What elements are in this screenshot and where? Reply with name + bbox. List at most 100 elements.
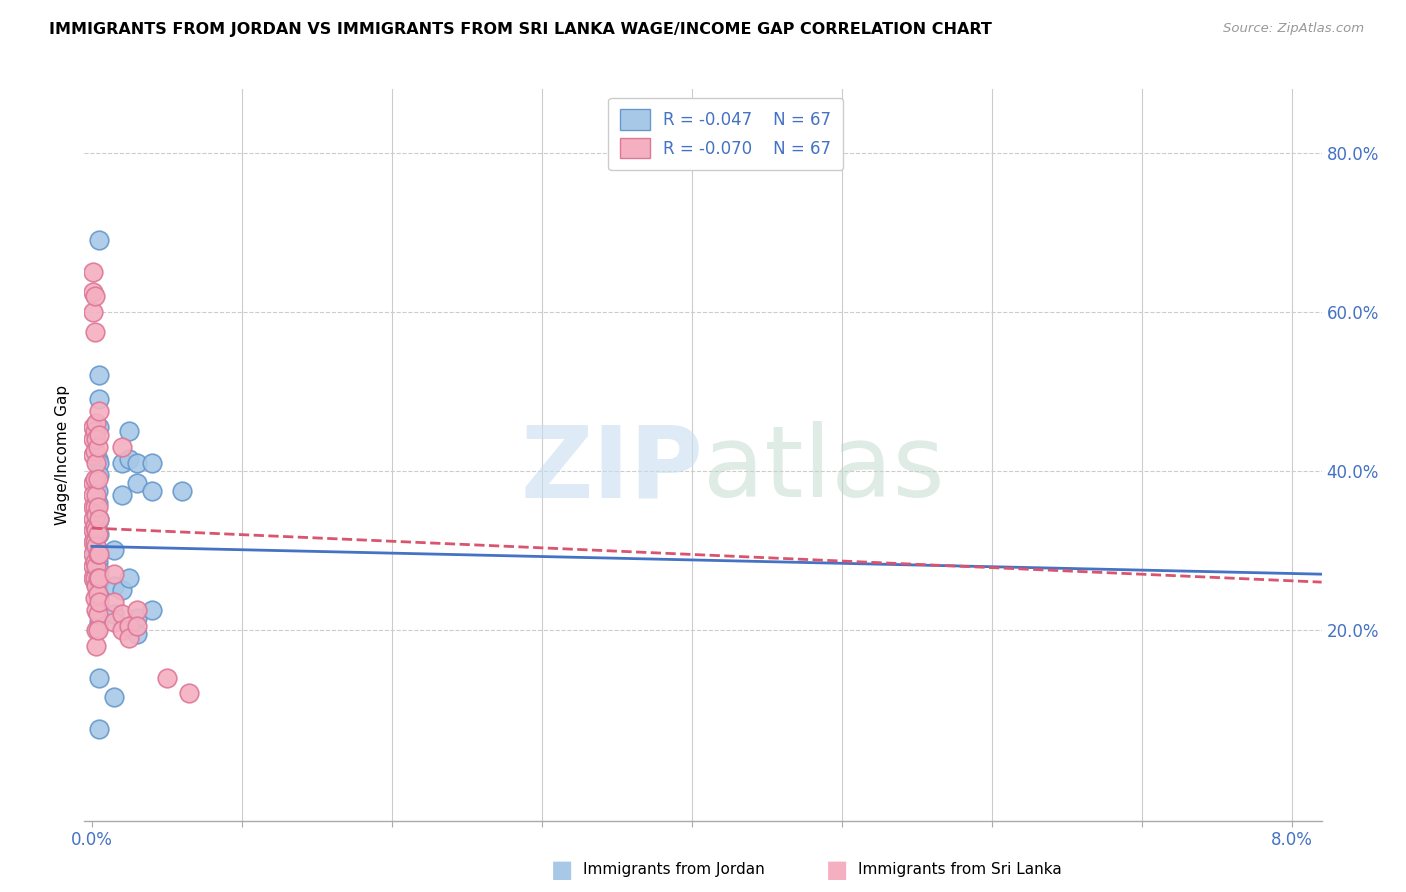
Point [83,325,105,339]
Point [89,428,111,442]
Point [83,555,105,569]
Point [86,555,108,569]
Point [83,539,105,553]
Point [83,575,105,590]
Text: atlas: atlas [703,421,945,518]
Point [82,535,104,549]
Text: Source: ZipAtlas.com: Source: ZipAtlas.com [1223,22,1364,36]
Point [83,551,105,566]
Point [83,289,105,303]
Point [86,567,108,582]
Point [86,639,108,653]
Point [125,611,148,625]
Point [89,575,111,590]
Point [83,555,105,569]
Point [87,587,110,601]
Point [86,500,108,514]
Point [83,535,105,549]
Point [86,480,108,494]
Point [89,547,111,561]
Point [103,690,125,705]
Point [82,285,104,299]
Point [89,420,111,434]
Point [86,623,108,637]
Point [87,516,110,530]
Point [103,567,125,582]
Point [87,571,110,585]
Point [141,456,163,470]
Point [179,686,201,700]
Point [103,579,125,593]
Point [87,495,110,509]
Point [83,547,105,561]
Point [87,583,110,598]
Point [83,535,105,549]
Point [83,571,105,585]
Point [86,539,108,553]
Point [89,571,111,585]
Point [89,467,111,482]
Point [87,483,110,498]
Point [86,547,108,561]
Point [125,603,148,617]
Point [83,500,105,514]
Point [170,483,193,498]
Point [89,671,111,685]
Point [89,368,111,383]
Point [89,392,111,407]
Point [82,500,104,514]
Point [87,547,110,561]
Point [82,448,104,462]
Point [87,543,110,558]
Point [111,488,134,502]
Point [83,527,105,541]
Point [89,456,111,470]
Point [87,555,110,569]
Text: ZIP: ZIP [520,421,703,518]
Point [86,456,108,470]
Legend: R = -0.047    N = 67, R = -0.070    N = 67: R = -0.047 N = 67, R = -0.070 N = 67 [609,97,844,169]
Point [141,483,163,498]
Point [86,579,108,593]
Point [89,404,111,418]
Point [87,571,110,585]
Point [82,524,104,538]
Point [89,233,111,247]
Point [103,607,125,621]
Point [89,723,111,737]
Text: Immigrants from Sri Lanka: Immigrants from Sri Lanka [858,863,1062,877]
Point [83,591,105,605]
Point [118,619,141,633]
Point [89,595,111,609]
Point [82,488,104,502]
Point [83,532,105,546]
Point [86,559,108,574]
Point [111,456,134,470]
Point [83,519,105,533]
Point [82,305,104,319]
Point [86,524,108,538]
Point [87,472,110,486]
Point [141,603,163,617]
Point [83,424,105,438]
Point [156,671,179,685]
Point [86,432,108,446]
Point [89,547,111,561]
Point [87,511,110,525]
Point [86,603,108,617]
Point [83,563,105,577]
Point [82,547,104,561]
Point [87,623,110,637]
Text: Immigrants from Jordan: Immigrants from Jordan [583,863,765,877]
Point [103,543,125,558]
Point [125,619,148,633]
Point [87,607,110,621]
Point [118,424,141,438]
Point [125,475,148,490]
Point [125,627,148,641]
Point [82,265,104,279]
Point [111,607,134,621]
Point [83,543,105,558]
Text: IMMIGRANTS FROM JORDAN VS IMMIGRANTS FROM SRI LANKA WAGE/INCOME GAP CORRELATION : IMMIGRANTS FROM JORDAN VS IMMIGRANTS FRO… [49,22,993,37]
Point [87,527,110,541]
